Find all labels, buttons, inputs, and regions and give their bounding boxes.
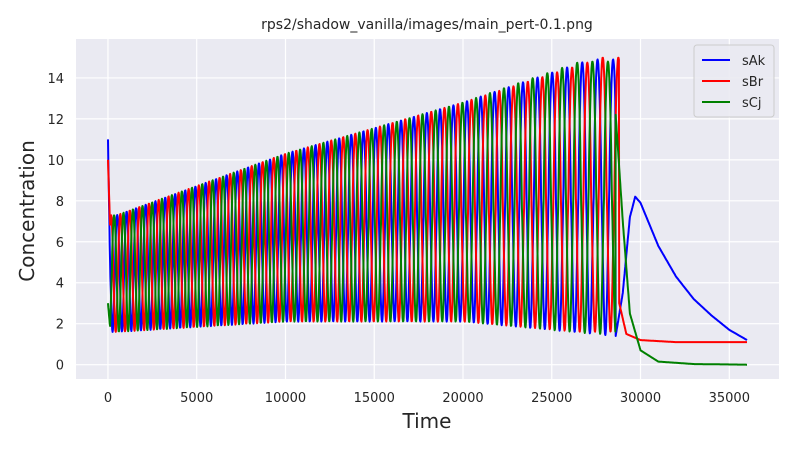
legend-box: [693, 44, 775, 118]
y-tick-label: 14: [47, 72, 64, 87]
x-axis-label: Time: [402, 409, 452, 433]
x-tick-label: 35000: [709, 391, 750, 406]
y-axis-label: Concentration: [15, 140, 39, 281]
legend-label-sBr: sBr: [742, 75, 764, 90]
series-line-sCj: [107, 60, 748, 366]
x-tick-label: 0: [104, 391, 112, 406]
y-tick-label: 4: [56, 277, 64, 292]
legend-label-sCj: sCj: [742, 96, 761, 111]
legend-label-sAk: sAk: [742, 54, 766, 69]
y-tick-label: 6: [56, 236, 64, 251]
y-tick-label: 8: [56, 195, 64, 210]
chart-title: rps2/shadow_vanilla/images/main_pert-0.1…: [261, 17, 593, 33]
x-tick-label: 15000: [354, 391, 395, 406]
x-tick-label: 5000: [180, 391, 213, 406]
y-tick-label: 0: [56, 359, 64, 374]
y-axis-ticks: 0 2 4 6 8 10 12 14: [47, 72, 64, 374]
y-tick-label: 12: [47, 113, 64, 128]
x-tick-label: 20000: [442, 391, 483, 406]
legend: sAk sBr sCj: [693, 44, 775, 118]
x-axis-ticks: 0 5000 10000 15000 20000 25000 30000 35000: [104, 391, 750, 406]
x-tick-label: 30000: [620, 391, 661, 406]
y-tick-label: 2: [56, 318, 64, 333]
series-layer: [107, 56, 748, 366]
x-tick-label: 25000: [531, 391, 572, 406]
series-line-sBr: [107, 56, 748, 344]
y-tick-label: 10: [47, 154, 64, 169]
x-tick-label: 10000: [265, 391, 306, 406]
